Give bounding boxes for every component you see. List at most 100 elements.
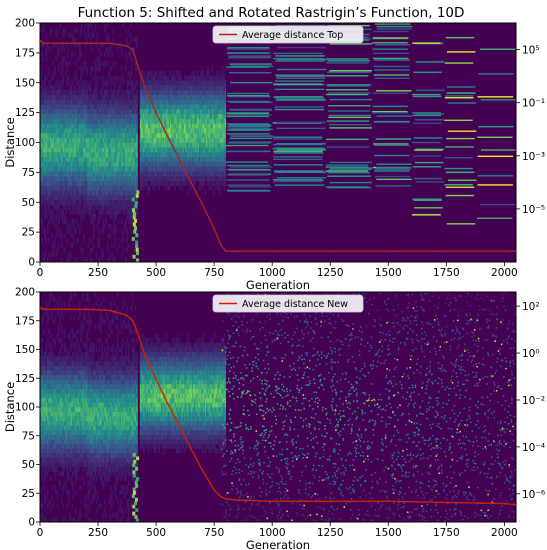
- line-point: [387, 250, 390, 253]
- x-axis-label: Generation: [246, 278, 310, 292]
- x-tick-label: 500: [146, 527, 166, 539]
- line-point: [43, 308, 46, 311]
- line-point: [166, 135, 169, 138]
- line-point: [236, 250, 239, 253]
- y-tick-label: 125: [15, 373, 35, 385]
- y-tick-label: 75: [22, 167, 35, 179]
- line-point: [85, 42, 88, 45]
- x-tick-label: 1750: [433, 527, 460, 539]
- line-point: [39, 307, 41, 309]
- y-tick-label: 150: [15, 77, 35, 89]
- line-point: [503, 250, 506, 253]
- x-tick-label: 0: [37, 527, 44, 539]
- colorbar-tick-label: 10⁵: [522, 45, 540, 57]
- y-tick-label: 75: [22, 430, 35, 442]
- line-point: [131, 319, 134, 322]
- y-tick-label: 125: [15, 107, 35, 119]
- x-axis-label: Generation: [246, 538, 310, 550]
- line-point: [271, 500, 274, 503]
- x-tick-label: 250: [88, 527, 108, 539]
- y-tick-label: 25: [22, 488, 35, 500]
- y-tick-label: 175: [15, 315, 35, 327]
- bottom-panel: 0 250 500 750 1000 1250 1500 1750 2000 0 25 50 75 100…: [3, 287, 545, 550]
- line-point: [515, 250, 517, 253]
- legend-box: [212, 294, 364, 313]
- line-point: [329, 500, 332, 503]
- line-point: [503, 502, 506, 505]
- line-point: [62, 42, 65, 45]
- y-tick-label: 50: [22, 459, 35, 471]
- y-tick-label: 0: [28, 257, 35, 269]
- line-point: [201, 203, 204, 206]
- line-point: [445, 501, 448, 504]
- y-axis-label: Distance: [3, 382, 17, 432]
- colorbar-tick-label: 10⁻²: [522, 395, 545, 407]
- line-point: [220, 244, 223, 247]
- x-tick-label: 1250: [317, 267, 344, 279]
- figure-title: Function 5: Shifted and Rotated Rastrigi…: [78, 5, 465, 21]
- y-tick-label: 50: [22, 197, 35, 209]
- y-axis-label: Distance: [3, 117, 17, 167]
- legend-entry: Average distance Top: [242, 30, 343, 41]
- line-point: [178, 158, 181, 161]
- line-point: [143, 85, 146, 88]
- line-point: [190, 447, 192, 450]
- line-point: [155, 111, 157, 114]
- line-point: [125, 314, 127, 316]
- line-point: [39, 40, 41, 42]
- average-distance-line: [39, 307, 517, 506]
- x-tick-label: 500: [146, 267, 166, 279]
- y-tick-label: 200: [15, 18, 35, 30]
- line-point: [108, 309, 111, 312]
- y-tick-label: 200: [15, 287, 35, 299]
- x-tick-label: 0: [37, 267, 44, 279]
- x-tick-label: 1000: [259, 527, 286, 539]
- line-point: [85, 308, 88, 311]
- heatmap-cells: [40, 23, 516, 262]
- legend: Average distance New: [212, 294, 364, 313]
- line-point: [125, 44, 127, 47]
- line-point: [155, 378, 157, 381]
- colorbar-tick-label: 10⁻³: [522, 151, 545, 163]
- x-tick-label: 1750: [433, 267, 460, 279]
- colorbar-tick-label: 10⁻⁴: [522, 442, 545, 454]
- legend: Average distance Top: [212, 25, 364, 44]
- colorbar-tick-label: 10⁰: [522, 348, 540, 360]
- line-point: [329, 250, 332, 253]
- top-panel: 0 250 500 750 1000 1250 1500 1750 2000 0 25 50 75 100…: [3, 18, 545, 293]
- legend-entry: Average distance New: [242, 299, 348, 310]
- line-point: [224, 250, 227, 253]
- line-point: [136, 63, 139, 66]
- line-point: [136, 331, 139, 334]
- x-tick-label: 2000: [491, 267, 518, 279]
- x-tick-label: 750: [204, 267, 224, 279]
- line-point: [43, 42, 46, 45]
- line-point: [236, 499, 239, 502]
- line-point: [224, 498, 227, 500]
- line-point: [178, 424, 181, 427]
- legend-box: [212, 25, 364, 44]
- x-tick-label: 750: [204, 527, 224, 539]
- line-point: [62, 308, 65, 311]
- x-tick-label: 1500: [375, 267, 402, 279]
- line-point: [220, 495, 223, 498]
- line-point: [271, 250, 274, 253]
- line-point: [201, 469, 204, 472]
- x-tick-label: 1250: [317, 527, 344, 539]
- x-tick-label: 250: [88, 267, 108, 279]
- line-point: [166, 402, 169, 405]
- y-tick-label: 100: [15, 137, 35, 149]
- y-tick-label: 150: [15, 344, 35, 356]
- y-tick-label: 25: [22, 227, 35, 239]
- line-point: [108, 42, 111, 45]
- line-point: [213, 488, 216, 491]
- average-distance-line: [39, 40, 516, 252]
- colorbar-tick-label: 10²: [522, 301, 540, 313]
- line-point: [445, 250, 448, 253]
- x-tick-label: 2000: [491, 527, 518, 539]
- y-tick-label: 0: [28, 517, 35, 529]
- y-tick-label: 100: [15, 402, 35, 414]
- x-tick-label: 1000: [259, 267, 286, 279]
- line-point: [143, 353, 146, 355]
